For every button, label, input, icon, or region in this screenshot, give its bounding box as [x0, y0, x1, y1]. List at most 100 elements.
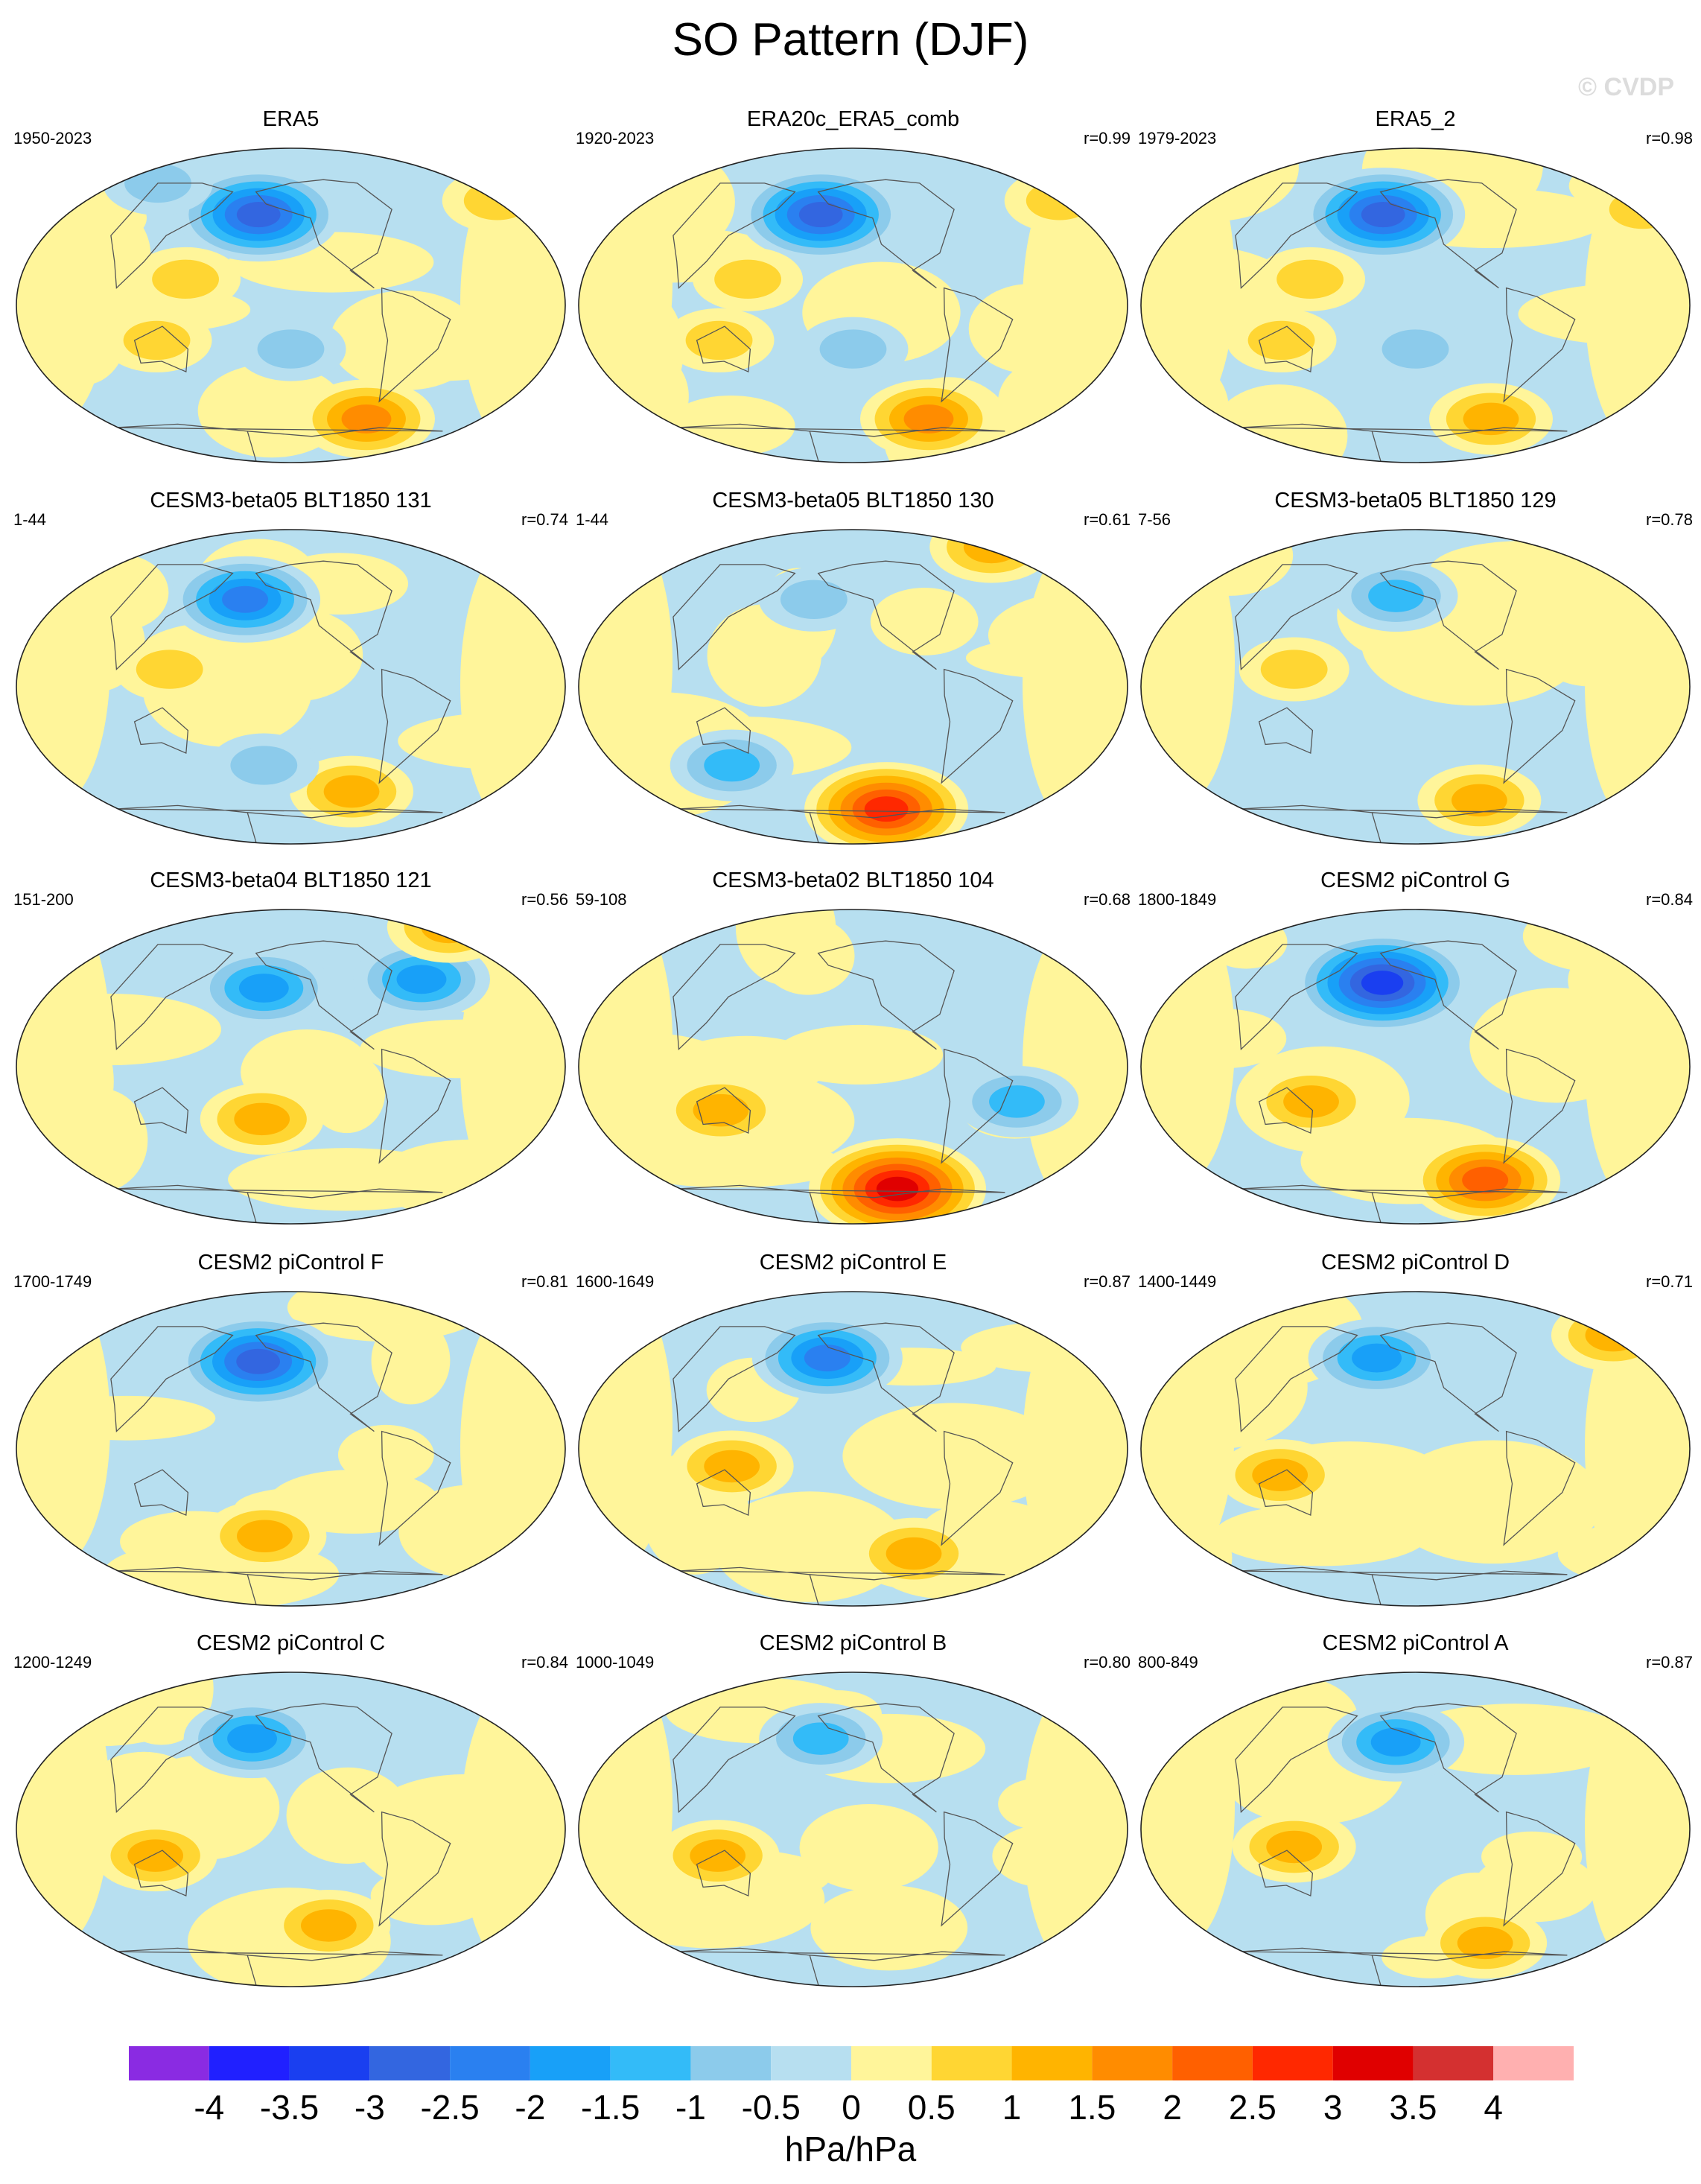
coastline [1503, 668, 1576, 784]
panel-years: 1-44 [576, 510, 609, 529]
colorbar-tick: 4 [1484, 2088, 1504, 2127]
colorbar-units: hPa/hPa [784, 2130, 917, 2168]
colorbar-box [771, 2046, 851, 2080]
map-panel: CESM2 piControl D 1400-1449 r=0.71 [1138, 1250, 1693, 1607]
page-title: SO Pattern (DJF) [672, 14, 1029, 66]
panel-title: CESM2 piControl B [759, 1631, 947, 1655]
map-plot [578, 147, 1128, 463]
colorbar-box [129, 2046, 209, 2080]
coastline [817, 179, 955, 289]
map-panel: CESM3-beta02 BLT1850 104 59-108 r=0.68 [576, 868, 1131, 1225]
anomaly-contour [1252, 1458, 1309, 1491]
colorbar-tick: -2 [515, 2088, 546, 2127]
anomaly-contour [886, 1537, 942, 1570]
watermark: © CVDP [1578, 73, 1674, 101]
coastline [696, 326, 751, 373]
colorbar-tick: 2 [1163, 2088, 1182, 2127]
anomaly-contour [463, 181, 531, 220]
coastline [1503, 287, 1576, 403]
colorbar-box [1493, 2046, 1574, 2080]
anomaly-contour [947, 530, 1037, 574]
panel-correlation: r=0.99 [1084, 129, 1131, 147]
map-border [578, 909, 1128, 1225]
coastline [1503, 1048, 1576, 1164]
coastline [255, 940, 392, 1050]
map-panel: CESM2 piControl C 1200-1249 r=0.84 [13, 1631, 568, 1988]
coastline [110, 1707, 234, 1814]
coastline [673, 944, 796, 1051]
panel-title: ERA5_2 [1375, 107, 1456, 131]
anomaly-contour [1368, 580, 1424, 612]
colorbar-box [450, 2046, 530, 2080]
panel-correlation: r=0.74 [521, 510, 568, 529]
panel-years: 59-108 [576, 890, 627, 909]
contour-patch [735, 910, 836, 985]
anomaly-contour [257, 329, 325, 369]
coastline [673, 564, 796, 671]
anomaly-contour [236, 1348, 280, 1374]
coastline [1379, 1322, 1517, 1432]
map-border [16, 1672, 566, 1987]
panel-years: 1600-1649 [576, 1272, 655, 1291]
panel-title: ERA20c_ERA5_comb [746, 107, 960, 131]
anomaly-contour [1283, 1085, 1339, 1118]
anomaly-contour [300, 1909, 357, 1942]
map-border [16, 909, 566, 1225]
panel-years: 1800-1849 [1138, 890, 1217, 909]
anomaly-contour [1370, 1727, 1421, 1757]
panel-title: ERA5 [262, 107, 319, 131]
panel-years: 151-200 [13, 890, 74, 909]
map-border [578, 1291, 1128, 1607]
coastline [1379, 1703, 1517, 1813]
coastline [1379, 560, 1517, 670]
coastline [1235, 182, 1358, 290]
colorbar-box [1332, 2046, 1414, 2080]
anomaly-contour [1004, 168, 1115, 233]
colorbar-box [209, 2046, 290, 2080]
contour-patch [308, 1789, 414, 1856]
coastline [1235, 1707, 1358, 1814]
anomaly-contour [1587, 177, 1690, 242]
panel-correlation: r=0.80 [1084, 1653, 1131, 1672]
map-panel: CESM2 piControl G 1800-1849 r=0.84 [1138, 868, 1693, 1225]
map-plot [1140, 1291, 1691, 1607]
colorbar-box [1252, 2046, 1333, 2080]
anomaly-contour [1026, 181, 1093, 220]
coastline [696, 1850, 751, 1897]
coastline [817, 1322, 955, 1432]
map-plot [16, 1291, 566, 1607]
anomaly-contour [230, 746, 298, 785]
anomaly-contour [989, 1085, 1045, 1118]
panel-years: 1700-1749 [13, 1272, 92, 1291]
coastline [673, 1326, 796, 1433]
coastline [1379, 179, 1517, 289]
colorbar-box [931, 2046, 1012, 2080]
anomaly-contour [1247, 320, 1315, 361]
map-panel-grid: ERA5 1950-2023 ERA20c_ERA5_comb 1920-2023 r=… [13, 107, 1693, 1988]
colorbar-tick: -4 [194, 2088, 225, 2127]
colorbar-tick: -1 [675, 2088, 706, 2127]
contour-patch [713, 1491, 906, 1602]
map-plot [578, 1672, 1128, 1987]
coastline [255, 560, 392, 670]
colorbar [129, 2046, 1574, 2080]
coastline [1379, 940, 1517, 1050]
anomaly-contour [1276, 259, 1344, 299]
map-plot [578, 529, 1128, 845]
anomaly-contour [237, 1520, 293, 1552]
panel-years: 1920-2023 [576, 129, 655, 147]
contour-patch [667, 395, 795, 457]
colorbar-box [1011, 2046, 1093, 2080]
coastline [133, 1087, 189, 1134]
map-plot [578, 909, 1128, 1225]
panel-years: 1-44 [13, 510, 47, 529]
anomaly-contour [792, 1722, 849, 1755]
panel-title: CESM3-beta05 BLT1850 130 [712, 489, 994, 512]
anomaly-contour [1361, 202, 1405, 228]
coastline [696, 1087, 751, 1134]
anomaly-contour [780, 580, 848, 619]
coastline [817, 1703, 955, 1813]
coastline [1503, 1430, 1576, 1546]
anomaly-contour [234, 1102, 290, 1136]
coastline [941, 1811, 1014, 1927]
